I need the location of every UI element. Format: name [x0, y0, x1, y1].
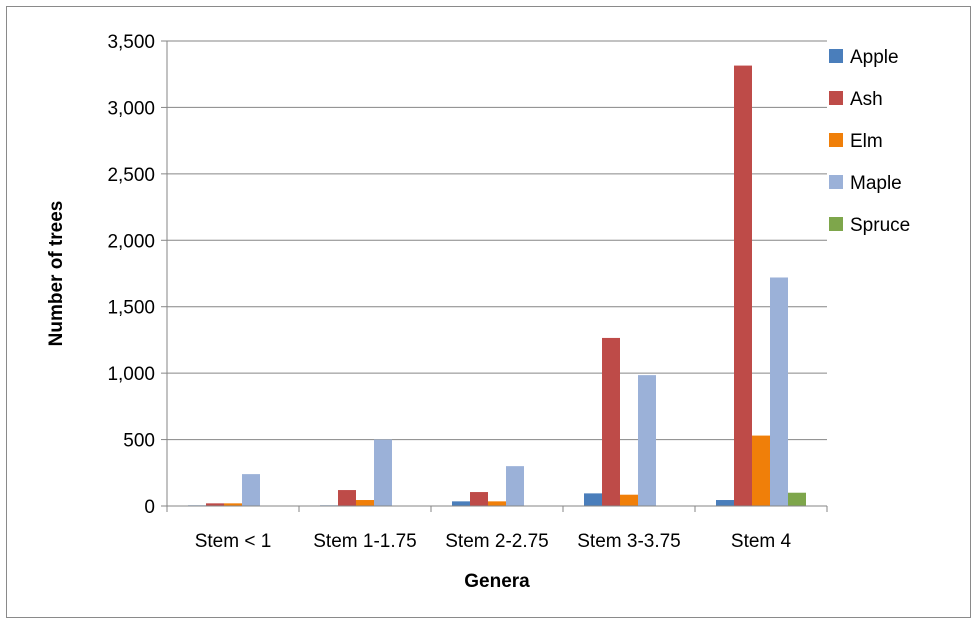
- x-tick-label: Stem 3-3.75: [577, 531, 681, 552]
- y-tick-label: 500: [123, 431, 155, 452]
- y-tick-label: 3,000: [107, 98, 155, 119]
- legend-label-ash: Ash: [850, 89, 883, 110]
- bar-elm: [488, 501, 506, 506]
- y-tick-label: 3,500: [107, 32, 155, 53]
- y-tick-label: 0: [144, 497, 155, 518]
- bar-apple: [452, 501, 470, 506]
- bar-apple: [716, 500, 734, 506]
- x-tick-label: Stem 2-2.75: [445, 531, 549, 552]
- legend-label-elm: Elm: [850, 131, 883, 152]
- legend-swatch-elm: [829, 133, 843, 147]
- bar-elm: [224, 503, 242, 506]
- y-tick-label: 1,000: [107, 364, 155, 385]
- x-tick-label: Stem 1-1.75: [313, 531, 417, 552]
- bar-ash: [470, 492, 488, 506]
- legend: Apple Ash Elm Maple Spruce: [829, 47, 910, 236]
- y-tick-label: 1,500: [107, 298, 155, 319]
- chart-container: 0 500 1,000 1,500 2,000 2,500 3,000 3,500 Stem <…: [6, 6, 971, 618]
- legend-swatch-maple: [829, 175, 843, 189]
- bar-elm: [356, 500, 374, 506]
- bar-maple: [770, 277, 788, 506]
- y-tick-label: 2,000: [107, 231, 155, 252]
- legend-label-apple: Apple: [850, 47, 899, 68]
- bar-spruce: [788, 492, 806, 506]
- x-tick-label: Stem 4: [731, 531, 792, 552]
- bar-maple: [506, 466, 524, 506]
- legend-swatch-apple: [829, 49, 843, 63]
- legend-swatch-spruce: [829, 217, 843, 231]
- bar-maple: [638, 375, 656, 506]
- bar-elm: [620, 494, 638, 506]
- bar-maple: [242, 474, 260, 506]
- bar-maple: [374, 439, 392, 506]
- x-tick-label: Stem < 1: [195, 531, 272, 552]
- bars: [188, 65, 806, 507]
- x-axis-title: Genera: [464, 571, 530, 592]
- bar-chart: 0 500 1,000 1,500 2,000 2,500 3,000 3,500 Stem <…: [46, 32, 910, 592]
- bar-apple: [584, 493, 602, 506]
- gridlines: [167, 40, 827, 441]
- bar-ash: [338, 490, 356, 506]
- legend-label-maple: Maple: [850, 173, 902, 194]
- legend-swatch-ash: [829, 91, 843, 105]
- y-axis-title: Number of trees: [46, 201, 67, 347]
- axes: 0 500 1,000 1,500 2,000 2,500 3,000 3,500 Stem <…: [107, 32, 828, 552]
- bar-elm: [752, 435, 770, 506]
- y-tick-label: 2,500: [107, 165, 155, 186]
- legend-label-spruce: Spruce: [850, 215, 910, 236]
- bar-ash: [206, 503, 224, 506]
- bar-ash: [602, 337, 620, 506]
- bar-ash: [734, 65, 752, 507]
